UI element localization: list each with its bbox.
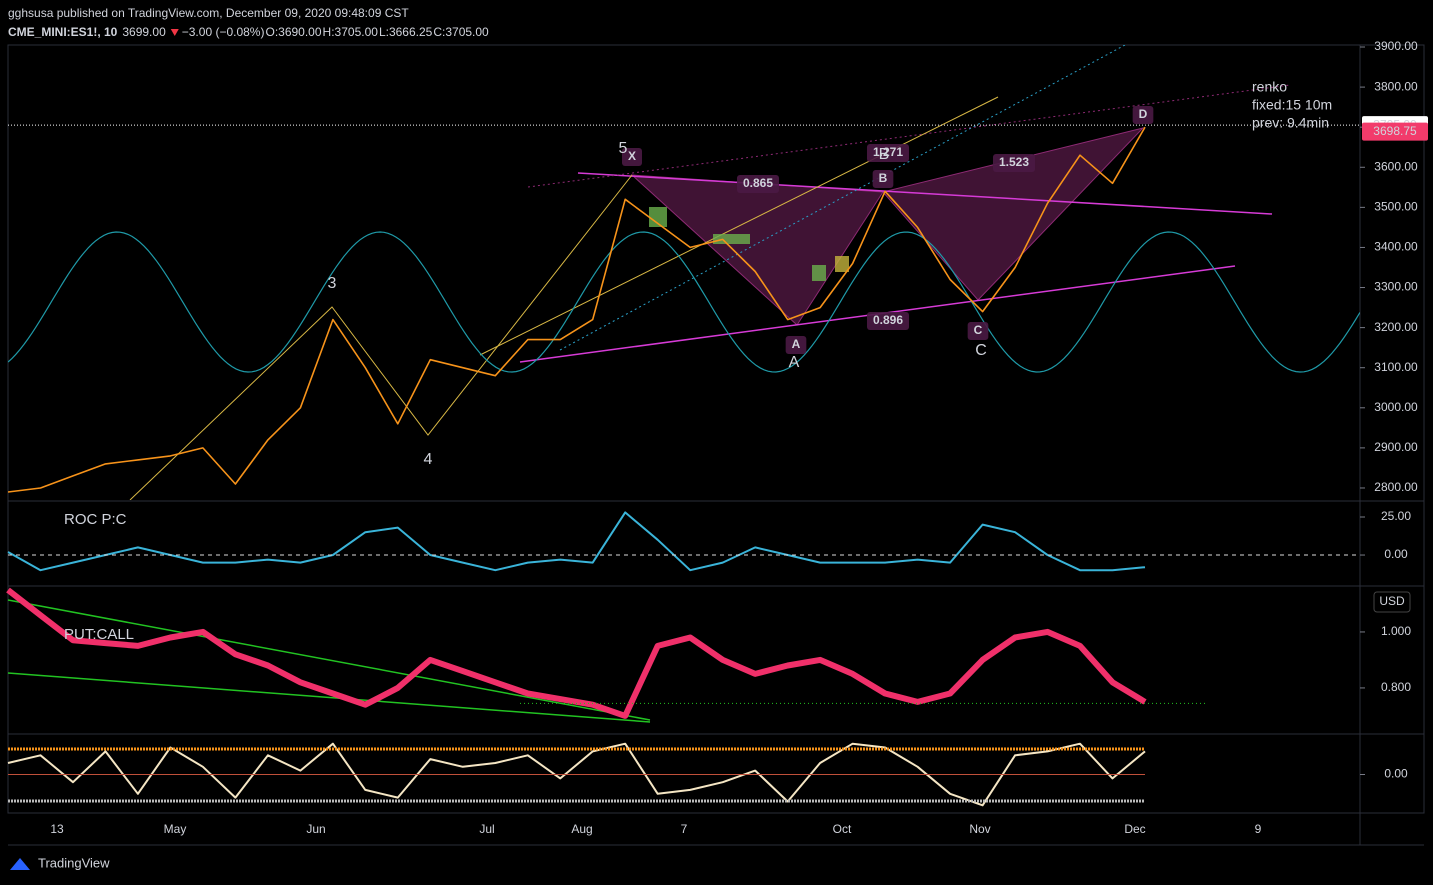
ohlc-value: 3705.00 — [445, 25, 489, 39]
pane — [7, 511, 1146, 572]
trend-line — [479, 96, 999, 356]
y-tick-label: 2900.00 — [1374, 440, 1418, 454]
pane — [7, 742, 1146, 807]
ohlc-value: 3705.00 — [335, 25, 379, 39]
box-marker — [713, 234, 750, 244]
down-arrow — [170, 29, 179, 36]
y-tick-label: 3800.00 — [1374, 79, 1418, 93]
pattern-label: D — [1139, 107, 1148, 121]
pattern-label-box — [866, 144, 910, 162]
y-tick-label: 3200.00 — [1374, 320, 1418, 334]
y-tick-label: 3600.00 — [1374, 159, 1418, 173]
ohlc-value: 3690.00 — [278, 25, 322, 39]
pattern-label: X — [628, 149, 636, 163]
renko-info: prev: 9.4min — [1252, 115, 1329, 131]
ohlc-key: C: — [433, 25, 445, 39]
price-label: 3698.75 — [1373, 124, 1417, 138]
wave-label: 5 — [619, 140, 628, 157]
x-tick-label: Oct — [833, 822, 852, 836]
y-tick-label: 0.800 — [1381, 680, 1411, 694]
pattern-label: C — [974, 323, 983, 337]
x-tick-label: Dec — [1124, 822, 1145, 836]
channel-line — [577, 172, 1273, 215]
unit-box — [1373, 591, 1411, 613]
wave-label: B — [879, 146, 890, 163]
y-tick-label: 25.00 — [1381, 509, 1411, 523]
publisher: gghsusa published on TradingView.com, De… — [8, 6, 409, 20]
dotted-line — [527, 84, 1291, 188]
pane-title: PUT:CALL — [64, 626, 134, 643]
wave-label: C — [975, 342, 987, 359]
renko-info: renko — [1252, 79, 1287, 95]
renko-info: fixed:15 10m — [1252, 97, 1332, 113]
y-tick-label: 3900.00 — [1374, 39, 1418, 53]
pane-title: ROC P:C — [64, 511, 127, 528]
y-tick-label: 1.000 — [1381, 624, 1411, 638]
x-tick-label: 7 — [681, 822, 688, 836]
pattern-label: 1.523 — [999, 155, 1029, 169]
series-line — [7, 511, 1146, 572]
box-marker — [649, 207, 667, 227]
y-tick-label: 3400.00 — [1374, 240, 1418, 254]
cycle-wave — [8, 231, 1360, 373]
change: −3.00 (−0.08%) — [182, 25, 265, 39]
pattern-label-box — [736, 175, 780, 193]
pattern-label: A — [792, 337, 801, 351]
y-tick-label: 0.00 — [1384, 767, 1408, 781]
pane-frames — [7, 44, 1425, 846]
x-tick-label: Jul — [479, 822, 494, 836]
y-tick-label: 3100.00 — [1374, 360, 1418, 374]
y-tick-label: 3300.00 — [1374, 280, 1418, 294]
pattern-label: 0.865 — [743, 176, 773, 190]
y-tick-label: 3000.00 — [1374, 400, 1418, 414]
x-tick-label: Jun — [306, 822, 325, 836]
box-marker — [812, 265, 826, 281]
pattern-label: B — [879, 171, 888, 185]
x-tick-label: Aug — [571, 822, 592, 836]
wave-label: 3 — [328, 275, 337, 292]
pattern-label: 0.896 — [873, 313, 903, 327]
footer: TradingView — [10, 855, 110, 870]
series-line — [7, 742, 1146, 807]
unit-label: USD — [1379, 594, 1405, 608]
pane — [6, 587, 1147, 719]
y-tick-label: 0.00 — [1384, 547, 1408, 561]
wave-lines — [129, 174, 633, 500]
pattern-label: 1.271 — [873, 145, 903, 159]
dotted-line — [559, 45, 1126, 351]
y-tick-label: 3500.00 — [1374, 200, 1418, 214]
ohlc-key: L: — [379, 25, 389, 39]
pattern-label-box — [967, 322, 989, 340]
wave-label: 4 — [424, 451, 433, 468]
ohlc-value: 3666.25 — [389, 25, 433, 39]
price-label-box — [1362, 122, 1428, 141]
pane — [8, 126, 1360, 493]
ohlc-key: H: — [323, 25, 335, 39]
pattern-label-box — [621, 148, 643, 166]
x-tick-label: 9 — [1255, 822, 1262, 836]
x-tick-label: May — [164, 822, 187, 836]
logo-icon — [10, 858, 30, 870]
pattern-label-box — [866, 312, 910, 330]
pattern-label-box — [785, 336, 807, 354]
pattern-label-box — [992, 154, 1036, 172]
x-tick-label: 13 — [50, 822, 64, 836]
trend-line — [7, 672, 651, 723]
pattern-label-box — [1132, 106, 1154, 124]
wave-label: A — [789, 354, 800, 371]
y-tick-label: 2800.00 — [1374, 480, 1418, 494]
x-tick-label: Nov — [969, 822, 990, 836]
symbol: CME_MINI:ES1!, 10 — [8, 25, 118, 39]
frame — [7, 44, 1425, 814]
series-line — [8, 126, 1146, 493]
trend-line — [7, 599, 651, 721]
series-line — [6, 587, 1147, 719]
box-marker — [835, 256, 849, 272]
brand: TradingView — [38, 855, 110, 870]
last-price: 3699.00 — [122, 25, 166, 39]
ohlc-key: O: — [265, 25, 278, 39]
pattern-label-box — [872, 170, 894, 188]
